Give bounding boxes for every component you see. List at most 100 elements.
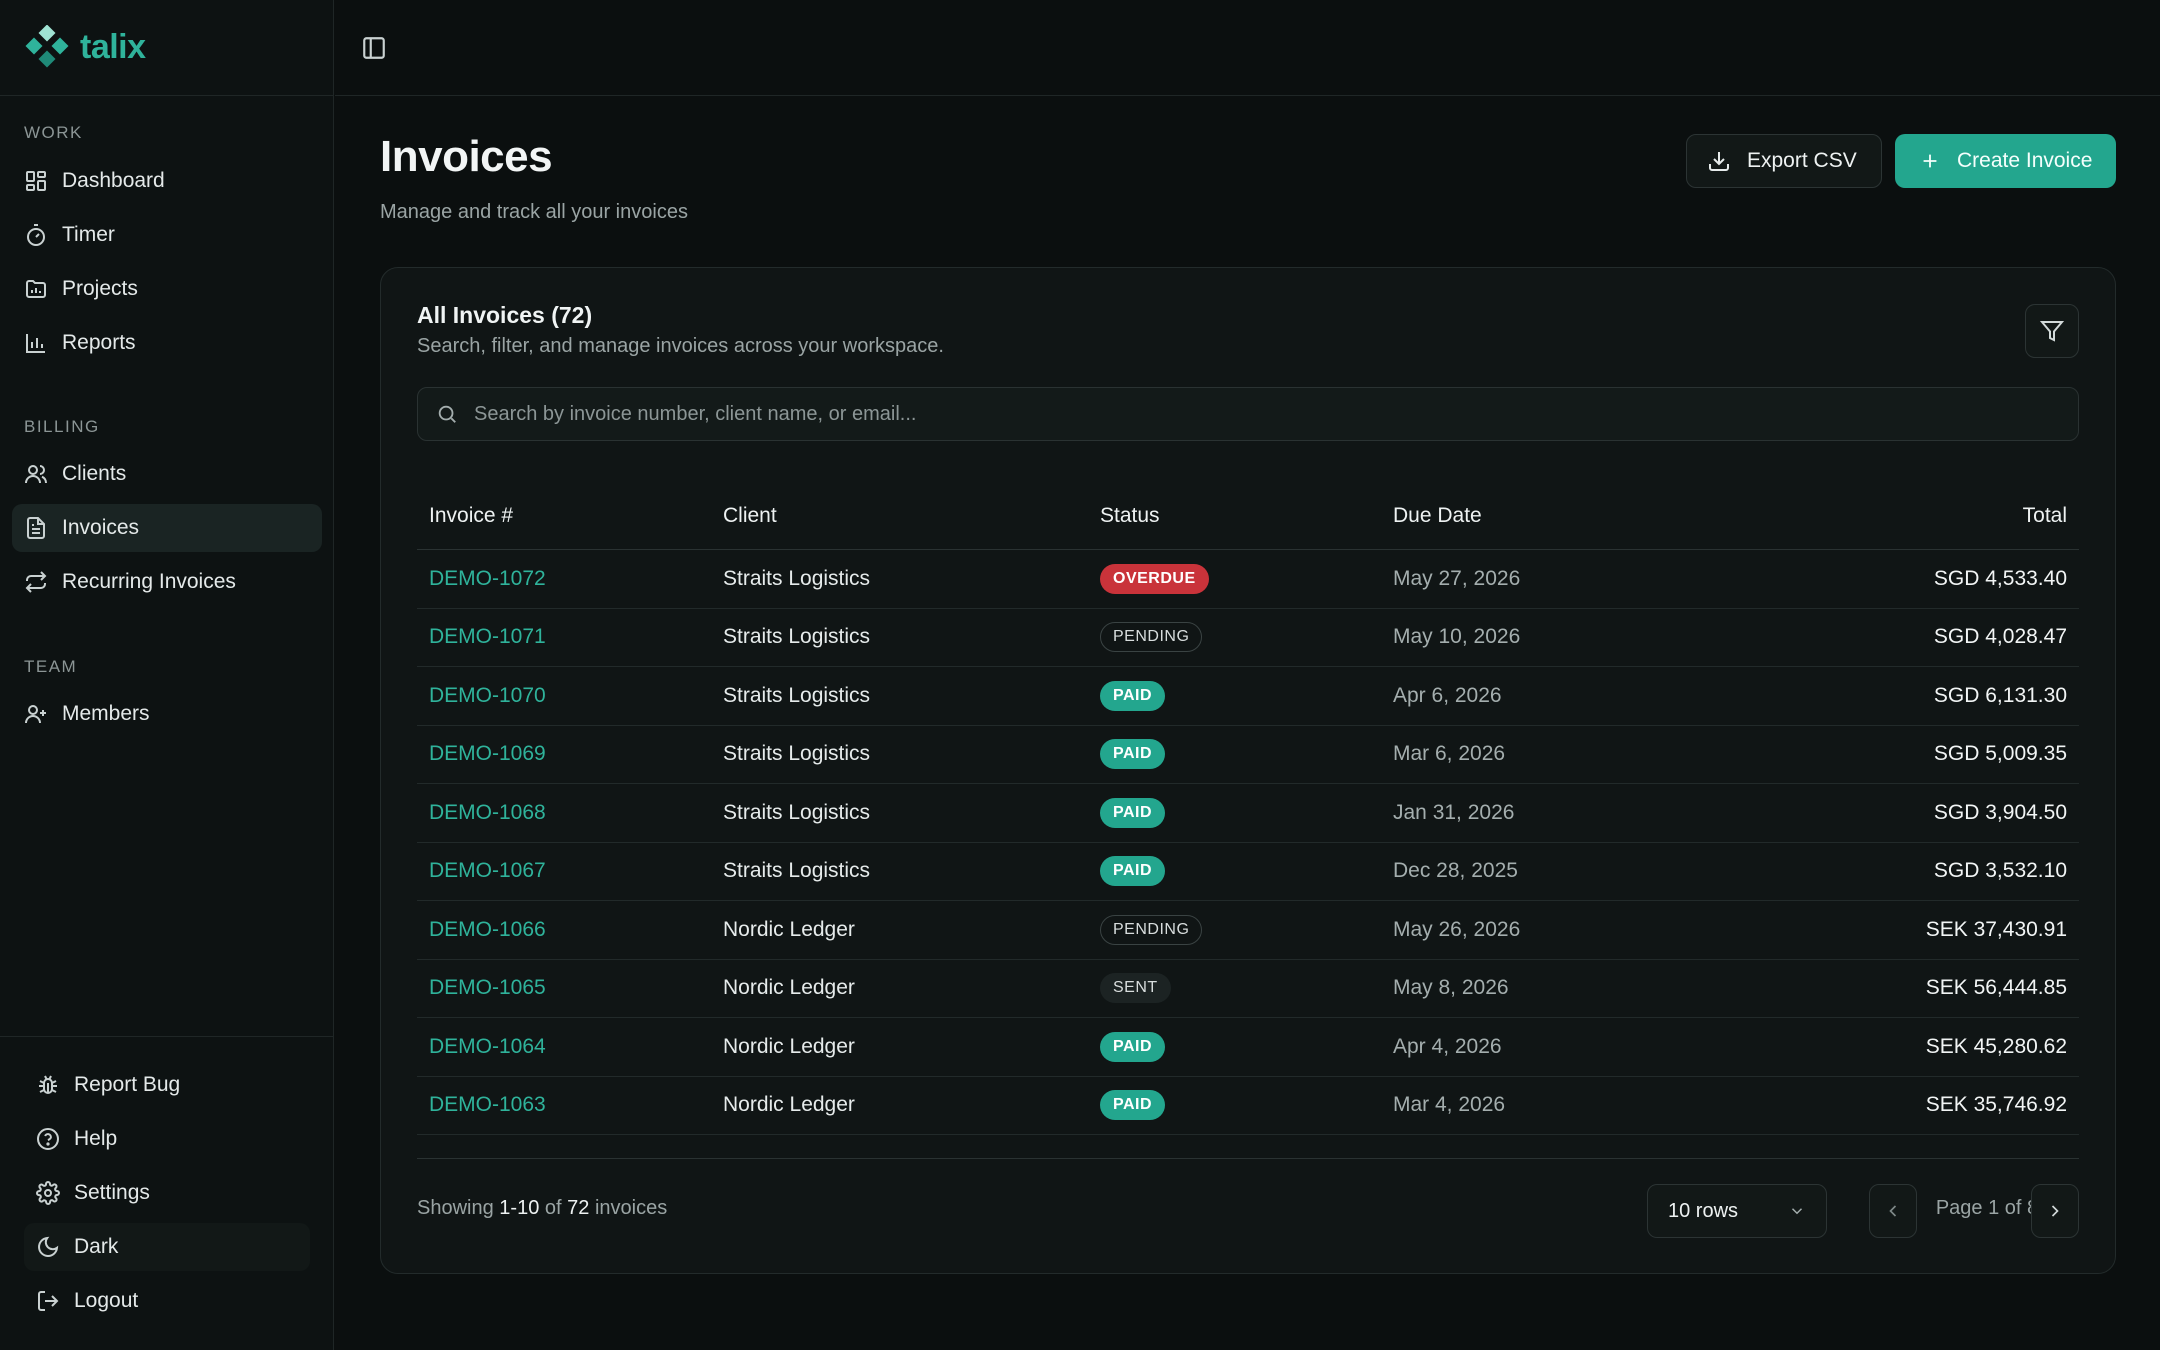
filter-button[interactable] (2025, 304, 2079, 358)
sidebar-item-clients[interactable]: Clients (12, 450, 322, 498)
showing-total: 72 (567, 1197, 590, 1219)
card-subtitle: Search, filter, and manage invoices acro… (417, 335, 944, 357)
invoice-number-link[interactable]: DEMO-1064 (429, 1034, 546, 1058)
invoice-total: SEK 35,746.92 (1925, 1093, 2067, 1117)
chevron-right-icon (2045, 1201, 2065, 1221)
client-name: Straits Logistics (723, 800, 871, 824)
sidebar-item-label: Help (74, 1127, 118, 1150)
status-badge: PAID (1100, 739, 1166, 770)
due-date: May 27, 2026 (1393, 566, 1521, 590)
status-badge: PENDING (1100, 914, 1203, 945)
report-bug-button[interactable]: Report Bug (24, 1061, 310, 1109)
column-header-due-date[interactable]: Due Date (1393, 503, 1482, 527)
projects-icon (24, 277, 48, 301)
clients-icon (24, 462, 48, 486)
status-badge: SENT (1100, 973, 1171, 1004)
invoice-number-link[interactable]: DEMO-1063 (429, 1093, 546, 1117)
invoice-number-link[interactable]: DEMO-1072 (429, 566, 546, 590)
table-row[interactable]: DEMO-1072 Straits Logistics OVERDUE May 27,… (417, 550, 2079, 609)
client-name: Straits Logistics (723, 859, 871, 883)
client-name: Nordic Ledger (723, 1034, 855, 1058)
invoice-number-link[interactable]: DEMO-1069 (429, 742, 546, 766)
sidebar-item-dashboard[interactable]: Dashboard (12, 157, 322, 205)
download-icon (1707, 149, 1731, 173)
invoice-total: SGD 4,028.47 (1933, 625, 2067, 649)
table-row[interactable]: DEMO-1067 Straits Logistics PAID Dec 28, 20… (417, 843, 2079, 901)
table-row[interactable]: DEMO-1070 Straits Logistics PAID Apr 6, 202… (417, 667, 2079, 726)
invoice-number-link[interactable]: DEMO-1067 (429, 859, 546, 883)
sidebar-item-label: Dark (74, 1235, 119, 1258)
add-user-icon (24, 702, 48, 726)
topbar (335, 0, 2160, 96)
due-date: May 8, 2026 (1393, 976, 1509, 1000)
theme-toggle-button[interactable]: Dark (24, 1223, 310, 1271)
due-date: Dec 28, 2025 (1393, 859, 1518, 883)
brand[interactable]: talix (0, 0, 333, 96)
create-invoice-button[interactable]: Create Invoice (1895, 134, 2116, 188)
status-badge: PAID (1100, 1090, 1166, 1121)
invoice-icon (24, 516, 48, 540)
section-label-team: TEAM (24, 657, 78, 676)
export-csv-label: Export CSV (1747, 149, 1857, 172)
column-header-total[interactable]: Total (2022, 503, 2067, 527)
invoice-number-link[interactable]: DEMO-1066 (429, 917, 546, 941)
invoice-number-link[interactable]: DEMO-1071 (429, 625, 546, 649)
table-header: Invoice # Client Status Due Date Total (417, 482, 2079, 550)
sidebar-item-invoices[interactable]: Invoices (12, 504, 322, 552)
sidebar-item-reports[interactable]: Reports (12, 319, 322, 367)
search-icon (436, 403, 458, 425)
rows-per-page-select[interactable]: 10 rows (1647, 1184, 1827, 1238)
sidebar-item-label: Projects (62, 277, 138, 300)
invoices-card: All Invoices (72) Search, filter, and ma… (380, 267, 2116, 1274)
table-row[interactable]: DEMO-1066 Nordic Ledger PENDING May 26, 202… (417, 901, 2079, 960)
sidebar-toggle-icon[interactable] (361, 35, 387, 61)
nav-section-work: WORK (0, 120, 334, 146)
moon-icon (36, 1235, 60, 1259)
search-input[interactable] (474, 402, 2078, 426)
invoice-number-link[interactable]: DEMO-1068 (429, 800, 546, 824)
due-date: Apr 4, 2026 (1393, 1034, 1502, 1058)
due-date: Mar 4, 2026 (1393, 1093, 1506, 1117)
invoice-number-link[interactable]: DEMO-1065 (429, 976, 546, 1000)
help-button[interactable]: Help (24, 1115, 310, 1163)
table-row[interactable]: DEMO-1064 Nordic Ledger PAID Apr 4, 2026 SEK… (417, 1018, 2079, 1077)
dashboard-icon (24, 169, 48, 193)
client-name: Straits Logistics (723, 742, 871, 766)
table-row[interactable]: DEMO-1071 Straits Logistics PENDING May 10,… (417, 609, 2079, 667)
sidebar-bottom: Report Bug Help Settings Dark Logout (0, 1036, 334, 1350)
sidebar-item-label: Members (62, 702, 150, 725)
due-date: May 10, 2026 (1393, 625, 1521, 649)
invoice-number-link[interactable]: DEMO-1070 (429, 683, 546, 707)
sidebar-item-members[interactable]: Members (12, 690, 322, 738)
search-field (417, 387, 2079, 441)
status-badge: OVERDUE (1100, 563, 1209, 594)
showing-range: 1-10 (499, 1197, 540, 1219)
column-header-client[interactable]: Client (723, 503, 777, 527)
nav-section-billing: BILLING (0, 414, 334, 440)
settings-button[interactable]: Settings (24, 1169, 310, 1217)
sidebar-item-timer[interactable]: Timer (12, 211, 322, 259)
sidebar-item-label: Dashboard (62, 169, 165, 192)
status-badge: PAID (1100, 856, 1166, 887)
column-header-invoice[interactable]: Invoice # (429, 503, 514, 527)
column-header-status[interactable]: Status (1100, 503, 1160, 527)
client-name: Nordic Ledger (723, 917, 855, 941)
invoice-total: SEK 45,280.62 (1925, 1034, 2067, 1058)
next-page-button[interactable] (2031, 1184, 2079, 1238)
table-row[interactable]: DEMO-1063 Nordic Ledger PAID Mar 4, 2026 SEK… (417, 1077, 2079, 1135)
chevron-left-icon (1883, 1201, 1903, 1221)
sidebar-item-recurring-invoices[interactable]: Recurring Invoices (12, 558, 322, 606)
table-row[interactable]: DEMO-1068 Straits Logistics PAID Jan 31, 20… (417, 784, 2079, 843)
table-row[interactable]: DEMO-1069 Straits Logistics PAID Mar 6, 202… (417, 726, 2079, 784)
client-name: Straits Logistics (723, 625, 871, 649)
sidebar-item-label: Reports (62, 331, 136, 354)
previous-page-button[interactable] (1869, 1184, 1917, 1238)
invoice-total: SGD 5,009.35 (1933, 742, 2067, 766)
sidebar-item-projects[interactable]: Projects (12, 265, 322, 313)
invoices-table: Invoice # Client Status Due Date Total D… (417, 482, 2079, 1135)
sidebar-item-label: Settings (74, 1181, 150, 1204)
filter-icon (2040, 319, 2064, 343)
table-row[interactable]: DEMO-1065 Nordic Ledger SENT May 8, 2026 SEK… (417, 960, 2079, 1018)
logout-button[interactable]: Logout (24, 1277, 310, 1325)
export-csv-button[interactable]: Export CSV (1686, 134, 1882, 188)
